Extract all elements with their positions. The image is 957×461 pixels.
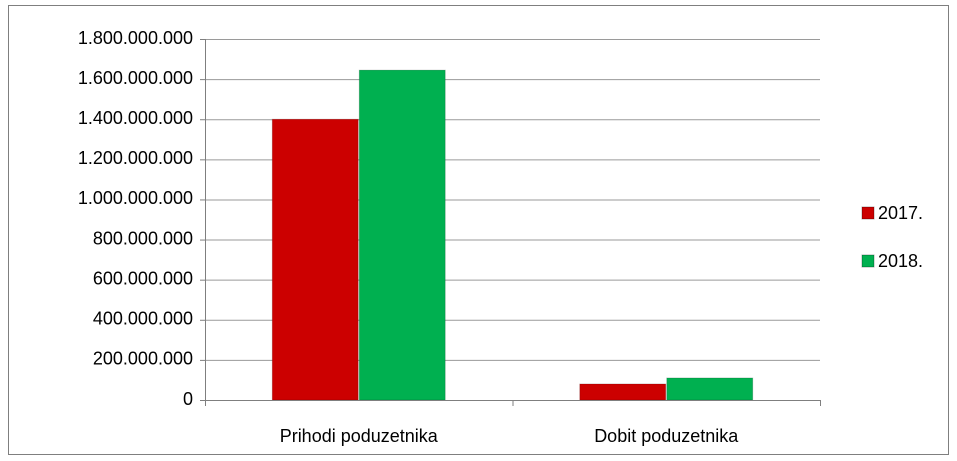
bar bbox=[358, 69, 446, 401]
bar bbox=[271, 118, 359, 401]
x-tick-label: Prihodi poduzetnika bbox=[280, 426, 439, 446]
y-tick-label: 1.200.000.000 bbox=[78, 148, 193, 168]
x-tick-label: Dobit poduzetnika bbox=[594, 426, 739, 446]
y-tick-label: 200.000.000 bbox=[93, 349, 193, 369]
y-tick-label: 0 bbox=[183, 389, 193, 409]
y-tick-label: 1.800.000.000 bbox=[78, 28, 193, 48]
y-tick-label: 600.000.000 bbox=[93, 268, 193, 288]
legend-label: 2018. bbox=[878, 251, 923, 271]
bar bbox=[666, 377, 754, 401]
legend-swatch bbox=[861, 206, 875, 220]
y-tick-label: 400.000.000 bbox=[93, 309, 193, 329]
legend-swatch bbox=[861, 254, 875, 268]
y-tick-label: 1.400.000.000 bbox=[78, 108, 193, 128]
legend-label: 2017. bbox=[878, 203, 923, 223]
bar bbox=[579, 383, 667, 401]
y-tick-label: 1.600.000.000 bbox=[78, 68, 193, 88]
y-tick-label: 1.000.000.000 bbox=[78, 188, 193, 208]
y-tick-label: 800.000.000 bbox=[93, 228, 193, 248]
chart-border bbox=[8, 5, 949, 455]
